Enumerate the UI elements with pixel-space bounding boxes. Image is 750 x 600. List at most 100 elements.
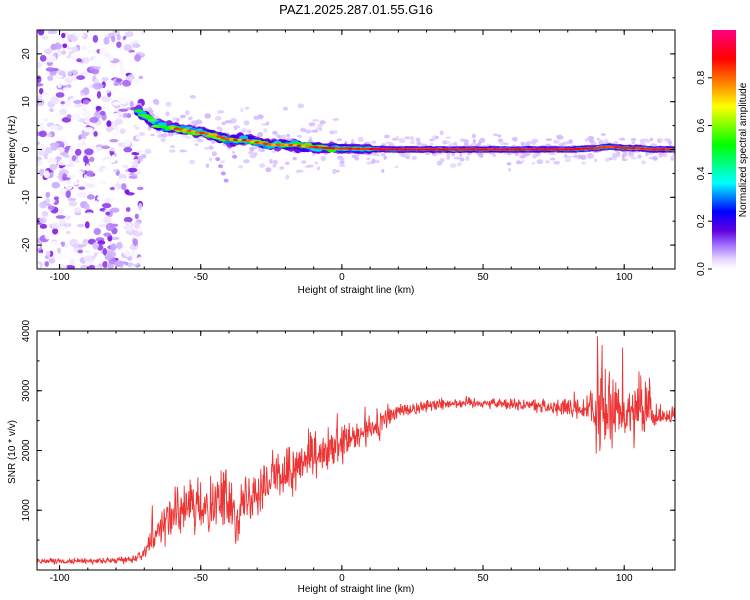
heatmap-cell	[581, 161, 586, 165]
heatmap-cell	[58, 218, 67, 225]
heatmap-cell	[308, 122, 316, 127]
heatmap-cell	[247, 129, 252, 134]
heatmap-cell	[47, 158, 57, 164]
y-tick-label: 10	[21, 96, 32, 108]
heatmap-cell	[56, 243, 62, 249]
heatmap-cell	[661, 152, 668, 158]
heatmap-cell	[133, 221, 140, 230]
heatmap-cell	[137, 256, 143, 264]
heatmap-cell	[521, 148, 527, 151]
heatmap-cell	[44, 261, 49, 267]
heatmap-cell	[176, 117, 180, 123]
heatmap-cell	[101, 145, 111, 150]
heatmap-cell	[93, 227, 101, 236]
heatmap-cell	[55, 92, 65, 98]
spectrogram-x-label: Height of straight line (km)	[298, 285, 415, 296]
heatmap-cell	[94, 200, 99, 209]
heatmap-cell	[404, 153, 411, 157]
heatmap-cell	[263, 128, 268, 133]
heatmap-cell	[41, 211, 49, 217]
heatmap-cell	[46, 132, 52, 138]
heatmap-cell	[459, 153, 463, 157]
heatmap-cell	[128, 180, 138, 186]
heatmap-cell	[670, 156, 674, 162]
heatmap-cell	[504, 148, 510, 151]
heatmap-cell	[253, 152, 258, 156]
heatmap-cell	[59, 236, 69, 243]
heatmap-cell	[330, 147, 337, 150]
heatmap-cell	[355, 147, 362, 150]
heatmap-cell	[457, 162, 462, 167]
heatmap-cell	[533, 148, 540, 151]
heatmap-cell	[627, 154, 635, 158]
heatmap-cell	[63, 243, 69, 248]
heatmap-cell	[649, 137, 654, 142]
heatmap-cell	[317, 123, 323, 128]
heatmap-cell	[138, 132, 146, 136]
heatmap-cell	[446, 155, 451, 160]
heatmap-cell	[453, 148, 460, 151]
heatmap-cell	[529, 148, 536, 151]
heatmap-cell	[383, 155, 387, 160]
heatmap-cell	[579, 154, 587, 160]
heatmap-cell	[39, 88, 44, 95]
heatmap-cell	[491, 148, 498, 151]
heatmap-cell	[62, 100, 72, 109]
heatmap-cell	[215, 157, 221, 162]
heatmap-cell	[91, 67, 100, 75]
heatmap-cell	[108, 181, 113, 188]
heatmap-cell	[545, 138, 552, 142]
heatmap-cell	[233, 125, 241, 129]
heatmap-cell	[562, 141, 570, 145]
heatmap-cell	[259, 163, 266, 168]
heatmap-cell	[292, 156, 297, 161]
heatmap-cell	[221, 121, 226, 126]
heatmap-cell	[129, 59, 134, 64]
heatmap-cell	[240, 107, 244, 113]
heatmap-cell	[439, 130, 444, 136]
heatmap-cell	[106, 171, 116, 176]
heatmap-cell	[118, 180, 129, 185]
heatmap-cell	[49, 125, 59, 131]
heatmap-cell	[103, 232, 112, 237]
heatmap-cell	[185, 110, 190, 116]
heatmap-cell	[122, 164, 129, 168]
heatmap-cell	[457, 148, 464, 151]
heatmap-cell	[54, 42, 62, 50]
x-tick-label: 50	[477, 272, 489, 283]
heatmap-cell	[652, 148, 659, 151]
heatmap-cell	[78, 186, 86, 190]
heatmap-cell	[626, 146, 633, 150]
heatmap-cell	[467, 152, 471, 156]
snr-x-label: Height of straight line (km)	[298, 584, 415, 595]
heatmap-cell	[521, 159, 525, 163]
heatmap-cell	[37, 30, 45, 36]
heatmap-cell	[52, 228, 59, 235]
heatmap-cell	[38, 149, 46, 156]
heatmap-cell	[119, 66, 125, 75]
x-tick-label: -50	[194, 573, 209, 584]
heatmap-cell	[282, 106, 289, 111]
heatmap-cell	[89, 156, 95, 162]
heatmap-cell	[76, 75, 85, 80]
heatmap-cell	[113, 168, 118, 173]
heatmap-cell	[169, 149, 176, 153]
heatmap-cell	[217, 110, 225, 114]
heatmap-cell	[135, 149, 144, 153]
heatmap-cell	[66, 180, 72, 184]
heatmap-cell	[553, 160, 560, 165]
heatmap-cell	[112, 112, 119, 119]
heatmap-cell	[144, 148, 152, 154]
heatmap-cell	[195, 119, 203, 125]
heatmap-cell	[211, 134, 218, 137]
heatmap-cell	[63, 30, 71, 33]
heatmap-cell	[257, 114, 264, 120]
heatmap-cell	[137, 186, 144, 191]
heatmap-cell	[66, 84, 72, 89]
x-tick-label: 0	[339, 573, 345, 584]
heatmap-cell	[394, 165, 399, 169]
heatmap-cell	[112, 101, 120, 106]
heatmap-cell	[103, 159, 114, 164]
heatmap-cell	[243, 159, 250, 164]
